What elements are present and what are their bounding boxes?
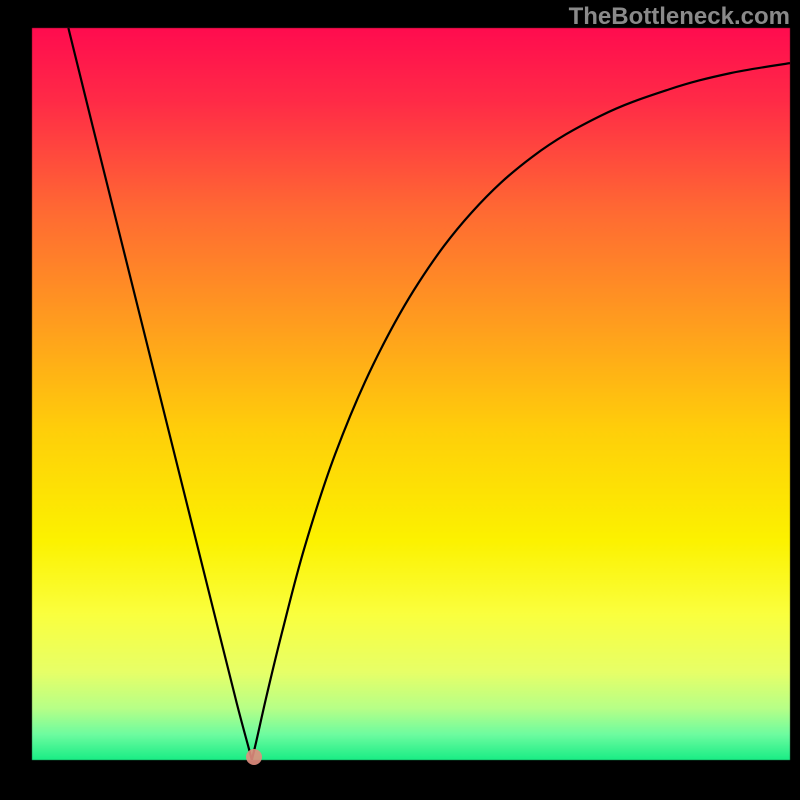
chart-root: TheBottleneck.com [0, 0, 800, 800]
chart-gradient-background [0, 0, 800, 800]
watermark-text: TheBottleneck.com [569, 3, 790, 31]
